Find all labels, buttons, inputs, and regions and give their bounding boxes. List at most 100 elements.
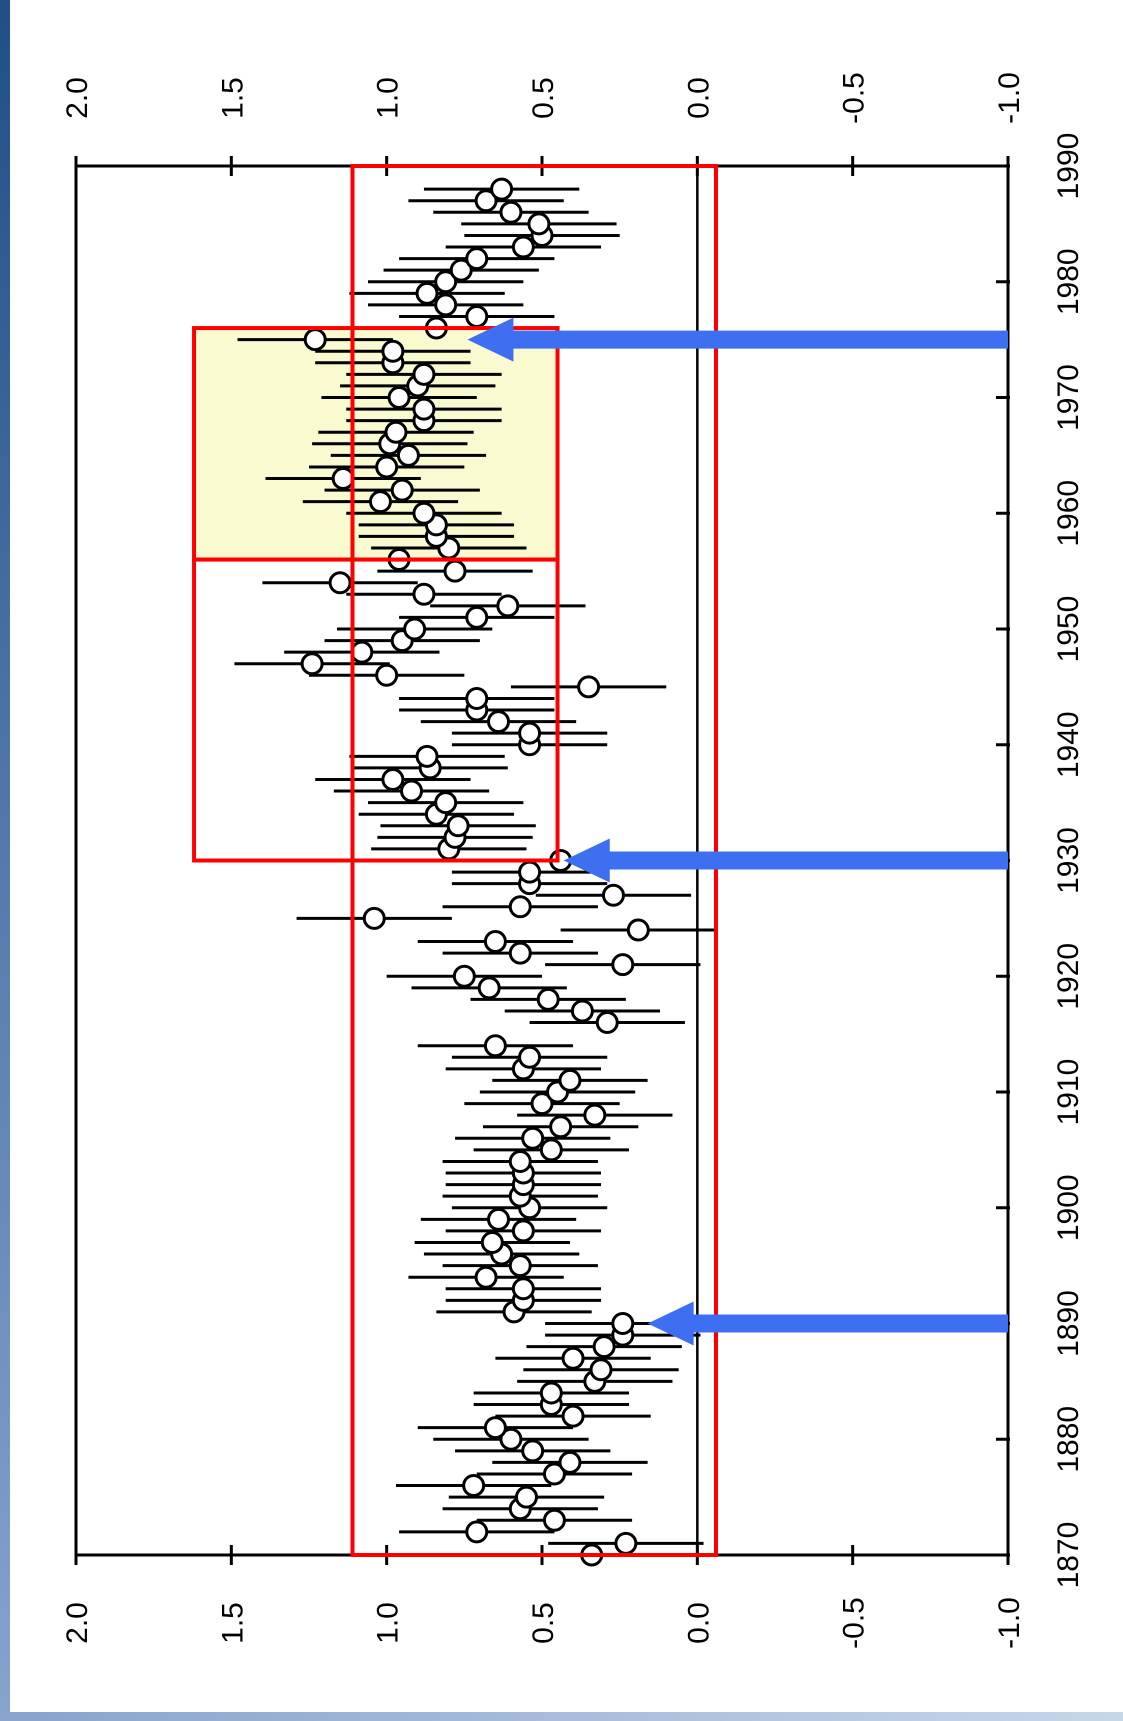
data-point (536, 987, 560, 1011)
year-tick-label: 1970 (1052, 364, 1085, 431)
data-point (368, 490, 392, 514)
arrow-shaft (511, 330, 1008, 349)
data-point (511, 1219, 535, 1243)
data-point (415, 744, 439, 768)
arrow-shaft (691, 1314, 1008, 1333)
data-point (542, 1508, 566, 1532)
data-point (362, 906, 386, 930)
data-point (521, 1126, 545, 1150)
data-point (483, 1034, 507, 1058)
year-tick-label: 1910 (1052, 1059, 1085, 1126)
data-point (530, 1092, 554, 1116)
data-point (474, 1265, 498, 1289)
arrow-head (467, 317, 514, 362)
data-point (592, 1335, 616, 1359)
year-tick-label: 1960 (1052, 480, 1085, 547)
data-point (561, 1404, 585, 1428)
data-point (412, 362, 436, 386)
arrow-head (647, 1301, 694, 1346)
data-point (577, 675, 601, 699)
data-point (499, 1427, 523, 1451)
data-point (611, 1312, 635, 1335)
data-point (558, 1450, 582, 1474)
year-tick-label: 1870 (1052, 1522, 1085, 1589)
data-point (465, 686, 489, 710)
data-point (549, 1115, 573, 1139)
data-point (542, 1462, 566, 1486)
value-tick-label-bottom: 0.0 (682, 1602, 715, 1644)
value-tick-label-bottom: 1.0 (372, 1602, 405, 1644)
value-tick-label-top: 1.5 (216, 77, 249, 119)
data-point (328, 571, 352, 595)
data-point (626, 918, 650, 942)
data-point (375, 663, 399, 687)
value-tick-label-bottom: -1.0 (993, 1597, 1026, 1649)
data-point (527, 212, 551, 236)
data-point (300, 652, 324, 676)
data-point (496, 594, 520, 618)
data-point (452, 964, 476, 988)
data-point (490, 177, 514, 201)
value-tick-label-top: 0.0 (682, 77, 715, 119)
data-point (434, 270, 458, 294)
data-point (412, 501, 436, 525)
value-tick-label-top: -1.0 (993, 72, 1026, 124)
data-point (561, 1346, 585, 1370)
data-point (381, 767, 405, 791)
data-point (446, 814, 470, 838)
chart-data-layer (234, 177, 716, 1567)
data-point (483, 930, 507, 954)
data-point (412, 582, 436, 606)
data-point (434, 293, 458, 317)
data-point (539, 1381, 563, 1405)
data-point (390, 478, 414, 502)
arrow-head (563, 838, 610, 883)
data-point (518, 1045, 542, 1069)
data-point (412, 397, 436, 421)
data-point (465, 605, 489, 629)
arrow-shaft (607, 851, 1008, 870)
value-tick-label-bottom: -0.5 (838, 1597, 871, 1649)
data-point (396, 443, 420, 467)
data-point (558, 1068, 582, 1092)
data-point (434, 791, 458, 815)
value-tick-label-top: 2.0 (61, 77, 94, 119)
data-point (518, 860, 542, 884)
data-point (381, 339, 405, 363)
data-point (480, 1230, 504, 1254)
year-tick-label: 1920 (1052, 943, 1085, 1010)
data-point (375, 455, 399, 479)
data-point (595, 1011, 619, 1035)
data-point (465, 304, 489, 328)
data-point (511, 235, 535, 259)
data-point (387, 386, 411, 409)
data-point (483, 1416, 507, 1440)
data-point (514, 1485, 538, 1509)
data-point (508, 895, 532, 919)
data-point (415, 281, 439, 305)
value-tick-label-bottom: 0.5 (527, 1602, 560, 1644)
year-tick-label: 1990 (1052, 133, 1085, 200)
value-tick-label-top: -0.5 (838, 72, 871, 124)
value-tick-label-bottom: 1.5 (216, 1602, 249, 1644)
inner-box-upper (192, 326, 560, 562)
data-point (601, 883, 625, 907)
data-point (303, 328, 327, 352)
data-point (539, 1138, 563, 1162)
data-point (462, 1474, 486, 1498)
data-point (477, 976, 501, 1000)
year-tick-label: 1880 (1052, 1406, 1085, 1473)
data-point (508, 941, 532, 965)
data-point (331, 467, 355, 491)
temperature-chart: 2.0 1.5 1.0 0.5 0.0 -0.5 -1.0 -1.0 -0.5 0.0 0.5 1.0… (61, 72, 1085, 1649)
year-tick-label: 1890 (1052, 1290, 1085, 1357)
value-tick-label-top: 1.0 (372, 77, 405, 119)
data-point (487, 1207, 511, 1231)
year-tick-label: 1940 (1052, 711, 1085, 778)
data-point (474, 189, 498, 213)
chart-annotation-layer (192, 164, 1008, 1557)
data-point (350, 640, 374, 664)
data-point (465, 247, 489, 271)
data-point (465, 1520, 489, 1544)
year-tick-label: 1980 (1052, 248, 1085, 315)
